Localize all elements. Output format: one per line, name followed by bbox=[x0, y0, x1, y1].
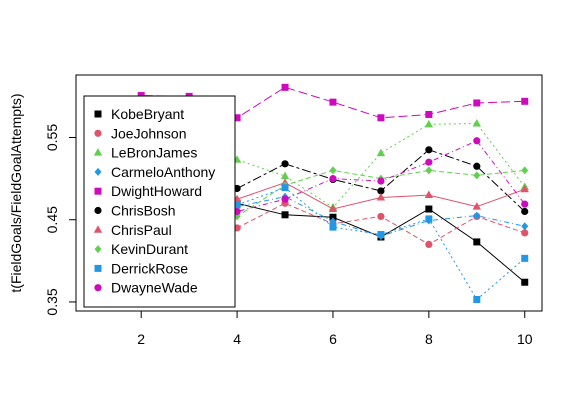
legend-label: ChrisPaul bbox=[111, 222, 172, 238]
legend-marker bbox=[94, 264, 102, 272]
data-point bbox=[473, 171, 481, 180]
data-point bbox=[521, 200, 529, 208]
series-line bbox=[93, 149, 526, 212]
data-point bbox=[281, 195, 289, 203]
data-point bbox=[472, 119, 481, 127]
legend-item: CarmeloAnthony bbox=[94, 164, 215, 180]
data-point bbox=[473, 211, 481, 220]
legend-marker bbox=[94, 187, 102, 195]
data-point bbox=[521, 166, 529, 175]
data-point bbox=[377, 187, 385, 195]
y-axis-title: t(FieldGoals/FieldGoalAttempts) bbox=[8, 93, 24, 292]
data-point bbox=[521, 229, 529, 237]
legend-marker bbox=[94, 206, 102, 215]
y-tick-label: 0.55 bbox=[44, 124, 60, 151]
legend-label: ChrisBosh bbox=[111, 203, 176, 219]
data-point bbox=[473, 295, 481, 303]
data-point bbox=[377, 177, 385, 185]
legend-marker bbox=[94, 245, 102, 254]
data-point bbox=[233, 201, 241, 209]
y-tick-label: 0.45 bbox=[44, 206, 60, 233]
legend-item: DwightHoward bbox=[94, 183, 202, 199]
data-point bbox=[473, 238, 481, 246]
data-point bbox=[376, 193, 386, 201]
legend-label: KobeBryant bbox=[111, 106, 184, 122]
x-tick-label: 10 bbox=[517, 331, 533, 347]
x-tick-label: 4 bbox=[233, 331, 241, 347]
legend-item: JoeJohnson bbox=[94, 125, 187, 141]
data-point bbox=[425, 205, 433, 213]
data-point bbox=[281, 160, 289, 168]
y-tick-label: 0.35 bbox=[44, 288, 60, 315]
data-point bbox=[328, 204, 338, 213]
x-tick-label: 2 bbox=[137, 331, 145, 347]
legend-item: DerrickRose bbox=[94, 260, 188, 276]
x-axis: 2 4 6 8 10 bbox=[137, 310, 533, 347]
x-tick-label: 6 bbox=[329, 331, 337, 347]
legend-item: DwayneWade bbox=[94, 280, 198, 296]
data-point bbox=[425, 110, 433, 118]
data-point bbox=[329, 223, 337, 231]
data-point bbox=[473, 99, 481, 107]
legend-label: DerrickRose bbox=[111, 260, 188, 276]
data-point bbox=[425, 158, 433, 166]
data-point bbox=[376, 148, 386, 157]
data-point bbox=[281, 211, 289, 219]
data-point bbox=[521, 222, 529, 231]
data-point bbox=[280, 171, 290, 180]
data-point bbox=[472, 202, 481, 210]
legend-marker bbox=[94, 284, 102, 292]
data-point bbox=[329, 166, 337, 175]
data-point bbox=[281, 83, 289, 91]
data-point bbox=[425, 146, 433, 154]
legend-label: JoeJohnson bbox=[111, 125, 187, 141]
legend-marker bbox=[94, 129, 102, 137]
legend-item: LeBronJames bbox=[93, 145, 197, 161]
data-point bbox=[377, 114, 385, 122]
data-point bbox=[521, 207, 529, 216]
legend-label: KevinDurant bbox=[111, 241, 188, 257]
legend-box bbox=[83, 95, 236, 308]
data-point bbox=[329, 213, 337, 221]
legend-label: CarmeloAnthony bbox=[111, 164, 215, 180]
data-point bbox=[233, 114, 241, 122]
data-point bbox=[425, 215, 433, 223]
data-point bbox=[521, 254, 529, 262]
legend-label: DwayneWade bbox=[111, 280, 198, 296]
series-line bbox=[93, 196, 525, 237]
legend-marker bbox=[93, 225, 103, 233]
data-point bbox=[473, 137, 481, 145]
legend-label: DwightHoward bbox=[111, 183, 202, 199]
data-point bbox=[425, 240, 433, 248]
data-point bbox=[424, 190, 434, 199]
data-point bbox=[329, 175, 337, 183]
data-point bbox=[377, 212, 385, 221]
legend-item: ChrisBosh bbox=[94, 203, 176, 219]
data-point bbox=[329, 217, 337, 226]
data-point bbox=[425, 166, 433, 175]
data-point bbox=[521, 278, 529, 286]
legend-label: LeBronJames bbox=[111, 145, 197, 161]
legend: KobeBryant JoeJohnson LeBronJames CarmeloAn… bbox=[83, 95, 236, 308]
data-point bbox=[281, 184, 289, 192]
series-line bbox=[93, 187, 526, 301]
data-point bbox=[329, 98, 337, 106]
legend-marker bbox=[94, 167, 102, 176]
data-point bbox=[424, 119, 434, 128]
data-point bbox=[520, 184, 529, 193]
data-point bbox=[473, 162, 481, 170]
legend-marker bbox=[94, 110, 102, 118]
legend-item: KevinDurant bbox=[94, 241, 188, 257]
data-point bbox=[377, 231, 385, 239]
data-point bbox=[521, 97, 529, 105]
legend-item: KobeBryant bbox=[94, 106, 184, 122]
legend-item: ChrisPaul bbox=[93, 222, 172, 238]
x-tick-label: 8 bbox=[425, 331, 433, 347]
y-axis: 0.35 0.45 0.55 bbox=[44, 124, 77, 316]
legend-marker bbox=[93, 148, 103, 156]
